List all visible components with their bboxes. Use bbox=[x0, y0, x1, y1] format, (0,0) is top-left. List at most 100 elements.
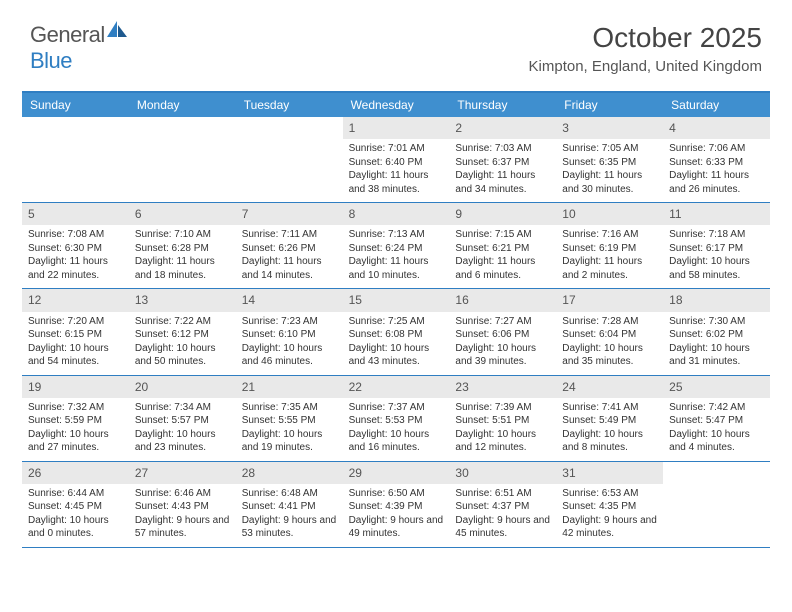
daylight-line: Daylight: 10 hours and 19 minutes. bbox=[242, 428, 337, 455]
day-number: 16 bbox=[449, 289, 556, 311]
day-cell: 27Sunrise: 6:46 AMSunset: 4:43 PMDayligh… bbox=[129, 462, 236, 547]
daylight-line: Daylight: 10 hours and 46 minutes. bbox=[242, 342, 337, 369]
day-number: 1 bbox=[343, 117, 450, 139]
day-number: 13 bbox=[129, 289, 236, 311]
sunrise-line: Sunrise: 7:11 AM bbox=[242, 228, 337, 242]
sunset-line: Sunset: 6:17 PM bbox=[669, 242, 764, 256]
sunrise-line: Sunrise: 7:30 AM bbox=[669, 315, 764, 329]
sunrise-line: Sunrise: 7:23 AM bbox=[242, 315, 337, 329]
logo-word1: General bbox=[30, 22, 105, 47]
sunset-line: Sunset: 6:04 PM bbox=[562, 328, 657, 342]
day-cell: 5Sunrise: 7:08 AMSunset: 6:30 PMDaylight… bbox=[22, 203, 129, 288]
day-cell: 19Sunrise: 7:32 AMSunset: 5:59 PMDayligh… bbox=[22, 376, 129, 461]
daylight-line: Daylight: 10 hours and 12 minutes. bbox=[455, 428, 550, 455]
sunrise-line: Sunrise: 7:03 AM bbox=[455, 142, 550, 156]
sunrise-line: Sunrise: 7:15 AM bbox=[455, 228, 550, 242]
day-number: 6 bbox=[129, 203, 236, 225]
sunrise-line: Sunrise: 7:27 AM bbox=[455, 315, 550, 329]
sunset-line: Sunset: 5:47 PM bbox=[669, 414, 764, 428]
sunrise-line: Sunrise: 7:20 AM bbox=[28, 315, 123, 329]
daylight-line: Daylight: 10 hours and 31 minutes. bbox=[669, 342, 764, 369]
day-cell: 10Sunrise: 7:16 AMSunset: 6:19 PMDayligh… bbox=[556, 203, 663, 288]
sunrise-line: Sunrise: 7:25 AM bbox=[349, 315, 444, 329]
sunrise-line: Sunrise: 7:18 AM bbox=[669, 228, 764, 242]
day-number: 27 bbox=[129, 462, 236, 484]
sunrise-line: Sunrise: 6:46 AM bbox=[135, 487, 230, 501]
day-cell: 24Sunrise: 7:41 AMSunset: 5:49 PMDayligh… bbox=[556, 376, 663, 461]
daylight-line: Daylight: 11 hours and 22 minutes. bbox=[28, 255, 123, 282]
dayname-cell: Friday bbox=[556, 93, 663, 117]
week-row: 19Sunrise: 7:32 AMSunset: 5:59 PMDayligh… bbox=[22, 376, 770, 462]
sunset-line: Sunset: 4:37 PM bbox=[455, 500, 550, 514]
sunset-line: Sunset: 6:26 PM bbox=[242, 242, 337, 256]
daylight-line: Daylight: 10 hours and 39 minutes. bbox=[455, 342, 550, 369]
daylight-line: Daylight: 9 hours and 53 minutes. bbox=[242, 514, 337, 541]
dayname-row: SundayMondayTuesdayWednesdayThursdayFrid… bbox=[22, 93, 770, 117]
day-cell: 6Sunrise: 7:10 AMSunset: 6:28 PMDaylight… bbox=[129, 203, 236, 288]
logo-sail-icon bbox=[105, 19, 129, 39]
day-cell: 26Sunrise: 6:44 AMSunset: 4:45 PMDayligh… bbox=[22, 462, 129, 547]
day-cell: 7Sunrise: 7:11 AMSunset: 6:26 PMDaylight… bbox=[236, 203, 343, 288]
sunrise-line: Sunrise: 7:13 AM bbox=[349, 228, 444, 242]
sunset-line: Sunset: 6:10 PM bbox=[242, 328, 337, 342]
day-cell: 17Sunrise: 7:28 AMSunset: 6:04 PMDayligh… bbox=[556, 289, 663, 374]
sunrise-line: Sunrise: 7:16 AM bbox=[562, 228, 657, 242]
sunset-line: Sunset: 5:53 PM bbox=[349, 414, 444, 428]
day-cell: 8Sunrise: 7:13 AMSunset: 6:24 PMDaylight… bbox=[343, 203, 450, 288]
day-cell: 12Sunrise: 7:20 AMSunset: 6:15 PMDayligh… bbox=[22, 289, 129, 374]
daylight-line: Daylight: 11 hours and 26 minutes. bbox=[669, 169, 764, 196]
sunrise-line: Sunrise: 7:41 AM bbox=[562, 401, 657, 415]
logo: General Blue bbox=[30, 22, 129, 74]
sunrise-line: Sunrise: 7:01 AM bbox=[349, 142, 444, 156]
sunrise-line: Sunrise: 7:34 AM bbox=[135, 401, 230, 415]
daylight-line: Daylight: 10 hours and 23 minutes. bbox=[135, 428, 230, 455]
day-cell: 16Sunrise: 7:27 AMSunset: 6:06 PMDayligh… bbox=[449, 289, 556, 374]
day-cell: 30Sunrise: 6:51 AMSunset: 4:37 PMDayligh… bbox=[449, 462, 556, 547]
sunset-line: Sunset: 6:35 PM bbox=[562, 156, 657, 170]
day-number: 11 bbox=[663, 203, 770, 225]
day-cell: 9Sunrise: 7:15 AMSunset: 6:21 PMDaylight… bbox=[449, 203, 556, 288]
sunrise-line: Sunrise: 6:51 AM bbox=[455, 487, 550, 501]
calendar: SundayMondayTuesdayWednesdayThursdayFrid… bbox=[22, 91, 770, 548]
daylight-line: Daylight: 10 hours and 4 minutes. bbox=[669, 428, 764, 455]
day-cell: 21Sunrise: 7:35 AMSunset: 5:55 PMDayligh… bbox=[236, 376, 343, 461]
sunrise-line: Sunrise: 6:48 AM bbox=[242, 487, 337, 501]
sunrise-line: Sunrise: 7:05 AM bbox=[562, 142, 657, 156]
location-subtitle: Kimpton, England, United Kingdom bbox=[529, 58, 762, 75]
daylight-line: Daylight: 10 hours and 27 minutes. bbox=[28, 428, 123, 455]
daylight-line: Daylight: 11 hours and 30 minutes. bbox=[562, 169, 657, 196]
day-cell: 29Sunrise: 6:50 AMSunset: 4:39 PMDayligh… bbox=[343, 462, 450, 547]
sunrise-line: Sunrise: 7:10 AM bbox=[135, 228, 230, 242]
day-number: 9 bbox=[449, 203, 556, 225]
sunset-line: Sunset: 4:41 PM bbox=[242, 500, 337, 514]
day-number: 24 bbox=[556, 376, 663, 398]
sunset-line: Sunset: 4:43 PM bbox=[135, 500, 230, 514]
daylight-line: Daylight: 9 hours and 49 minutes. bbox=[349, 514, 444, 541]
sunset-line: Sunset: 6:30 PM bbox=[28, 242, 123, 256]
sunrise-line: Sunrise: 7:39 AM bbox=[455, 401, 550, 415]
day-cell: 1Sunrise: 7:01 AMSunset: 6:40 PMDaylight… bbox=[343, 117, 450, 202]
sunset-line: Sunset: 6:12 PM bbox=[135, 328, 230, 342]
daylight-line: Daylight: 10 hours and 8 minutes. bbox=[562, 428, 657, 455]
day-number: 19 bbox=[22, 376, 129, 398]
day-number: 21 bbox=[236, 376, 343, 398]
dayname-cell: Sunday bbox=[22, 93, 129, 117]
day-cell: 15Sunrise: 7:25 AMSunset: 6:08 PMDayligh… bbox=[343, 289, 450, 374]
sunrise-line: Sunrise: 7:42 AM bbox=[669, 401, 764, 415]
header: General Blue October 2025 Kimpton, Engla… bbox=[0, 0, 792, 83]
sunrise-line: Sunrise: 7:22 AM bbox=[135, 315, 230, 329]
daylight-line: Daylight: 11 hours and 6 minutes. bbox=[455, 255, 550, 282]
dayname-cell: Saturday bbox=[663, 93, 770, 117]
week-row: 5Sunrise: 7:08 AMSunset: 6:30 PMDaylight… bbox=[22, 203, 770, 289]
daylight-line: Daylight: 11 hours and 18 minutes. bbox=[135, 255, 230, 282]
day-cell: 23Sunrise: 7:39 AMSunset: 5:51 PMDayligh… bbox=[449, 376, 556, 461]
day-number: 12 bbox=[22, 289, 129, 311]
day-cell: 20Sunrise: 7:34 AMSunset: 5:57 PMDayligh… bbox=[129, 376, 236, 461]
day-number: 20 bbox=[129, 376, 236, 398]
day-cell: 31Sunrise: 6:53 AMSunset: 4:35 PMDayligh… bbox=[556, 462, 663, 547]
sunset-line: Sunset: 5:51 PM bbox=[455, 414, 550, 428]
daylight-line: Daylight: 11 hours and 10 minutes. bbox=[349, 255, 444, 282]
daylight-line: Daylight: 11 hours and 14 minutes. bbox=[242, 255, 337, 282]
day-cell: 22Sunrise: 7:37 AMSunset: 5:53 PMDayligh… bbox=[343, 376, 450, 461]
day-number: 8 bbox=[343, 203, 450, 225]
